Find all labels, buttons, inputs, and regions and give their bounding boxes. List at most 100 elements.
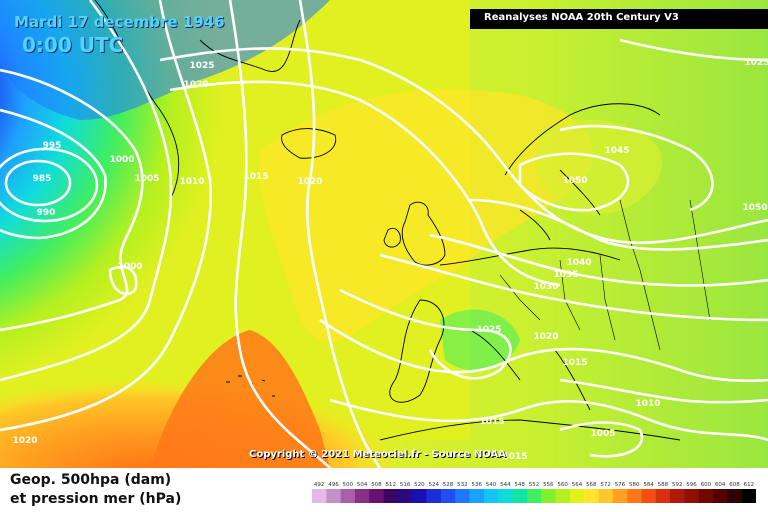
scale-tick: 612 bbox=[744, 482, 755, 488]
isobar-label: 1005 bbox=[590, 429, 615, 439]
scale-tick: 588 bbox=[658, 482, 669, 488]
scale-tick: 496 bbox=[328, 482, 339, 488]
isobar-label: 1050 bbox=[562, 176, 587, 186]
isobar-label: 1035 bbox=[553, 270, 578, 280]
legend-line1: Geop. 500hpa (dam) bbox=[10, 472, 172, 488]
isobar-990 bbox=[0, 147, 99, 223]
isobar-1035 bbox=[429, 233, 768, 287]
scale-swatch bbox=[698, 489, 714, 503]
isobar-label: 1020 bbox=[12, 436, 37, 446]
scale-swatch bbox=[526, 489, 542, 503]
scale-tick: 508 bbox=[371, 482, 382, 488]
isobar-1025-east bbox=[619, 38, 768, 62]
copyright-text: Copyright © 2021 Meteociel.fr - Source N… bbox=[249, 449, 506, 460]
greenland-coast bbox=[94, 0, 301, 201]
scale-swatch bbox=[555, 489, 571, 503]
map-time: 0:00 UTC bbox=[22, 33, 124, 57]
isobar-1020-west bbox=[298, 0, 382, 468]
scale-tick: 512 bbox=[386, 482, 397, 488]
scale-tick: 604 bbox=[715, 482, 726, 488]
scale-swatch bbox=[684, 489, 700, 503]
isobar-1025-north bbox=[159, 47, 768, 244]
isobar-label: 990 bbox=[37, 208, 56, 218]
scale-tick: 552 bbox=[529, 482, 540, 488]
scale-swatch bbox=[455, 489, 470, 503]
isobar-label: 1010 bbox=[635, 399, 660, 409]
legend-footer: Geop. 500hpa (dam) et pression mer (hPa)… bbox=[0, 468, 768, 512]
scale-swatch bbox=[440, 489, 456, 503]
scale-tick: 560 bbox=[557, 482, 568, 488]
scale-swatch bbox=[627, 489, 642, 503]
scale-swatch bbox=[655, 489, 671, 503]
source-label: Reanalyses NOAA 20th Century V3 bbox=[484, 12, 679, 23]
scale-tick: 516 bbox=[400, 482, 411, 488]
legend-line2: et pression mer (hPa) bbox=[10, 491, 182, 507]
scale-tick: 608 bbox=[729, 482, 740, 488]
scale-tick: 556 bbox=[543, 482, 554, 488]
isobar-label: 1045 bbox=[604, 146, 629, 156]
scale-tick: 536 bbox=[471, 482, 482, 488]
isobar-1045 bbox=[559, 124, 714, 212]
isobar-985 bbox=[4, 159, 72, 207]
isobar-label: 1010 bbox=[179, 177, 204, 187]
scale-swatch bbox=[598, 489, 614, 503]
isobar-label: 1040 bbox=[566, 258, 591, 268]
scale-swatch bbox=[383, 489, 399, 503]
scale-tick: 532 bbox=[457, 482, 468, 488]
isobar-1020-north bbox=[169, 80, 561, 287]
color-scale: 492 496 500 504 508 512 516 520 524 528 532 536 540 5… bbox=[312, 482, 756, 503]
scale-swatch bbox=[412, 489, 427, 503]
scale-swatch bbox=[670, 489, 685, 503]
warm-core-field bbox=[150, 330, 330, 468]
scale-tick: 524 bbox=[428, 482, 439, 488]
scale-swatch bbox=[354, 489, 370, 503]
isobar-1005-south bbox=[559, 421, 644, 458]
scale-tick: 540 bbox=[486, 482, 497, 488]
scale-tick: 564 bbox=[572, 482, 583, 488]
scale-tick: 504 bbox=[357, 482, 368, 488]
scale-tick: 568 bbox=[586, 482, 597, 488]
scale-swatch bbox=[340, 489, 356, 503]
scale-tick: 500 bbox=[343, 482, 354, 488]
north-africa-coast bbox=[379, 419, 681, 441]
isobar-1050 bbox=[518, 152, 630, 212]
scale-swatch bbox=[483, 489, 499, 503]
isobar-1015-south bbox=[329, 398, 768, 442]
isobar-label: 1025 bbox=[744, 58, 768, 68]
isobar-label: 1015 bbox=[562, 358, 587, 368]
isobar-label: 1015 bbox=[479, 417, 504, 427]
isobar-label: 1000 bbox=[109, 155, 134, 165]
isobar-1030 bbox=[379, 253, 768, 322]
europe-coast bbox=[389, 247, 621, 411]
scale-swatch bbox=[713, 489, 728, 503]
isobar-1000 bbox=[0, 68, 144, 332]
scandinavia-green bbox=[535, 119, 662, 215]
scale-swatch bbox=[641, 489, 657, 503]
isobar-label: 995 bbox=[43, 141, 62, 151]
coastlines bbox=[94, 0, 711, 441]
scale-tick: 596 bbox=[686, 482, 697, 488]
scale-tick: 580 bbox=[629, 482, 640, 488]
scale-swatch bbox=[469, 489, 485, 503]
isobars bbox=[0, 0, 768, 468]
isobar-label: 1020 bbox=[183, 80, 208, 90]
scale-swatch bbox=[541, 489, 556, 503]
isobar-1015 bbox=[228, 0, 331, 468]
isobar-label: 985 bbox=[33, 174, 52, 184]
scale-swatch bbox=[584, 489, 599, 503]
isobar-label: 1030 bbox=[533, 282, 558, 292]
scale-tick: 572 bbox=[600, 482, 611, 488]
isobar-label: 1050 bbox=[742, 203, 767, 213]
isobar-label: 1015 bbox=[243, 172, 268, 182]
scale-tick: 576 bbox=[615, 482, 626, 488]
map-date: Mardi 17 decembre 1946 bbox=[14, 13, 225, 31]
isobar-label: 1015 bbox=[502, 452, 527, 462]
source-label-box bbox=[470, 9, 768, 29]
isobar-1010 bbox=[0, 0, 212, 432]
scale-swatch bbox=[312, 489, 327, 503]
scale-swatch bbox=[369, 489, 384, 503]
british-isles-coast bbox=[383, 201, 446, 266]
